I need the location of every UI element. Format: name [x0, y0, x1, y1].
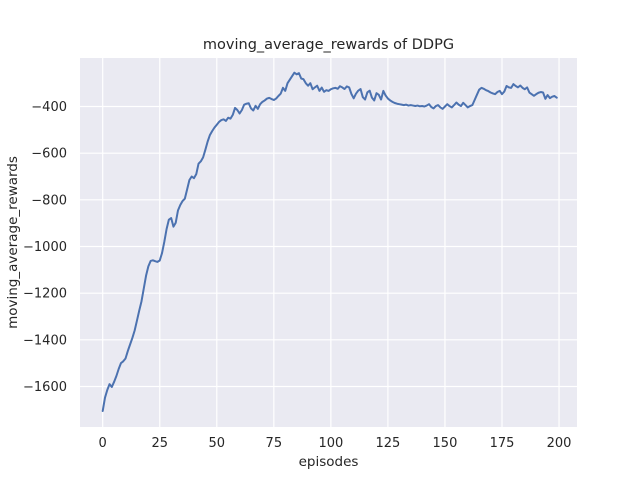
y-tick-label: −600: [31, 147, 67, 162]
x-axis-label: episodes: [299, 454, 359, 470]
reward-line: [101, 71, 558, 412]
x-tick-label: 75: [266, 436, 283, 451]
x-tick-label: 100: [318, 436, 343, 451]
x-tick-label: 175: [490, 436, 515, 451]
x-tick-labels: 0 25 50 75 100 125 150 175 200: [99, 436, 572, 451]
chart-title: moving_average_rewards of DDPG: [203, 37, 454, 53]
y-tick-label: −800: [31, 193, 67, 208]
y-axis-label: moving_average_rewards: [5, 156, 21, 329]
gridlines: [80, 58, 577, 427]
y-tick-label: −400: [31, 100, 67, 115]
x-tick-label: 25: [151, 436, 168, 451]
x-tick-label: 125: [376, 436, 401, 451]
plot-area: [80, 58, 577, 427]
x-tick-label: 0: [99, 436, 107, 451]
x-tick-label: 200: [547, 436, 572, 451]
y-tick-label: −1600: [23, 380, 67, 395]
y-tick-label: −1400: [23, 333, 67, 348]
y-tick-label: −1200: [23, 287, 67, 302]
y-tick-label: −1000: [23, 240, 67, 255]
x-tick-label: 150: [433, 436, 458, 451]
y-tick-labels: −400 −600 −800 −1000 −1200 −1400 −1600: [23, 100, 67, 395]
x-tick-label: 50: [209, 436, 226, 451]
